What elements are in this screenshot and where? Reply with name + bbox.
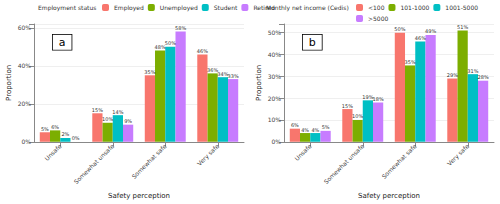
svg-text:51%: 51% (457, 24, 468, 30)
svg-text:35%: 35% (144, 69, 155, 75)
svg-text:60%: 60% (18, 24, 32, 31)
svg-text:30%: 30% (268, 73, 282, 80)
svg-text:19%: 19% (362, 93, 374, 100)
svg-text:35%: 35% (405, 59, 416, 65)
svg-text:15%: 15% (342, 103, 353, 109)
svg-text:48%: 48% (154, 44, 166, 51)
svg-text:Monthly net income (Cedis): Monthly net income (Cedis) (266, 4, 349, 12)
svg-text:Unsafe: Unsafe (43, 142, 63, 162)
svg-text:Somewhat unsafe: Somewhat unsafe (72, 142, 115, 185)
svg-text:20%: 20% (18, 100, 32, 107)
svg-text:50%: 50% (165, 40, 176, 46)
svg-text:b: b (309, 36, 316, 49)
svg-text:6%: 6% (51, 124, 59, 130)
svg-text:58%: 58% (175, 25, 186, 31)
svg-text:Proportion: Proportion (255, 65, 263, 101)
svg-text:15%: 15% (92, 107, 103, 113)
svg-text:46%: 46% (197, 48, 208, 54)
svg-text:6%: 6% (291, 122, 299, 128)
svg-text:Employment status: Employment status (38, 4, 96, 12)
svg-text:29%: 29% (447, 72, 458, 78)
svg-text:2%: 2% (61, 131, 69, 137)
svg-text:9%: 9% (124, 118, 132, 124)
svg-text:28%: 28% (478, 74, 489, 80)
svg-text:34%: 34% (217, 70, 229, 77)
svg-text:4%: 4% (311, 127, 319, 133)
svg-text:Somewhat safe: Somewhat safe (130, 142, 168, 180)
svg-text:Unemployed: Unemployed (160, 4, 198, 12)
svg-text:5%: 5% (41, 126, 49, 132)
svg-text:0%: 0% (72, 135, 80, 141)
svg-text:31%: 31% (467, 68, 478, 74)
svg-text:40%: 40% (268, 51, 282, 58)
svg-text:Student: Student (214, 4, 238, 11)
svg-text:Safety perception: Safety perception (108, 192, 170, 200)
svg-text:1001-5000: 1001-5000 (445, 4, 478, 11)
svg-text:Somewhat unsafe: Somewhat unsafe (322, 142, 365, 185)
svg-text:Very safe: Very safe (446, 142, 472, 168)
svg-text:a: a (59, 36, 66, 49)
svg-text:0%: 0% (21, 138, 31, 145)
svg-text:33%: 33% (228, 73, 239, 79)
svg-text:20%: 20% (268, 95, 282, 102)
svg-text:Safety perception: Safety perception (358, 192, 420, 200)
svg-text:50%: 50% (268, 29, 282, 36)
svg-text:50%: 50% (394, 26, 405, 32)
svg-text:Somewhat safe: Somewhat safe (380, 142, 418, 180)
svg-text:Proportion: Proportion (5, 65, 13, 101)
svg-text:Very safe: Very safe (196, 142, 222, 168)
svg-text:10%: 10% (102, 116, 113, 122)
svg-text:36%: 36% (207, 66, 219, 73)
svg-text:4%: 4% (301, 127, 309, 133)
svg-text:<100: <100 (368, 4, 385, 11)
svg-text:46%: 46% (415, 35, 426, 41)
svg-text:Retired: Retired (253, 4, 275, 11)
svg-text:14%: 14% (112, 109, 123, 115)
svg-text:18%: 18% (373, 96, 384, 102)
svg-text:10%: 10% (268, 116, 282, 123)
svg-text:Employed: Employed (114, 4, 144, 12)
svg-text:10%: 10% (352, 113, 363, 119)
svg-text:Unsafe: Unsafe (293, 142, 313, 162)
svg-text:0%: 0% (271, 138, 281, 145)
svg-text:49%: 49% (425, 28, 436, 34)
svg-text:40%: 40% (18, 62, 32, 69)
svg-text:101-1000: 101-1000 (400, 4, 429, 11)
svg-text:5%: 5% (322, 124, 330, 130)
svg-text:>5000: >5000 (368, 15, 388, 22)
